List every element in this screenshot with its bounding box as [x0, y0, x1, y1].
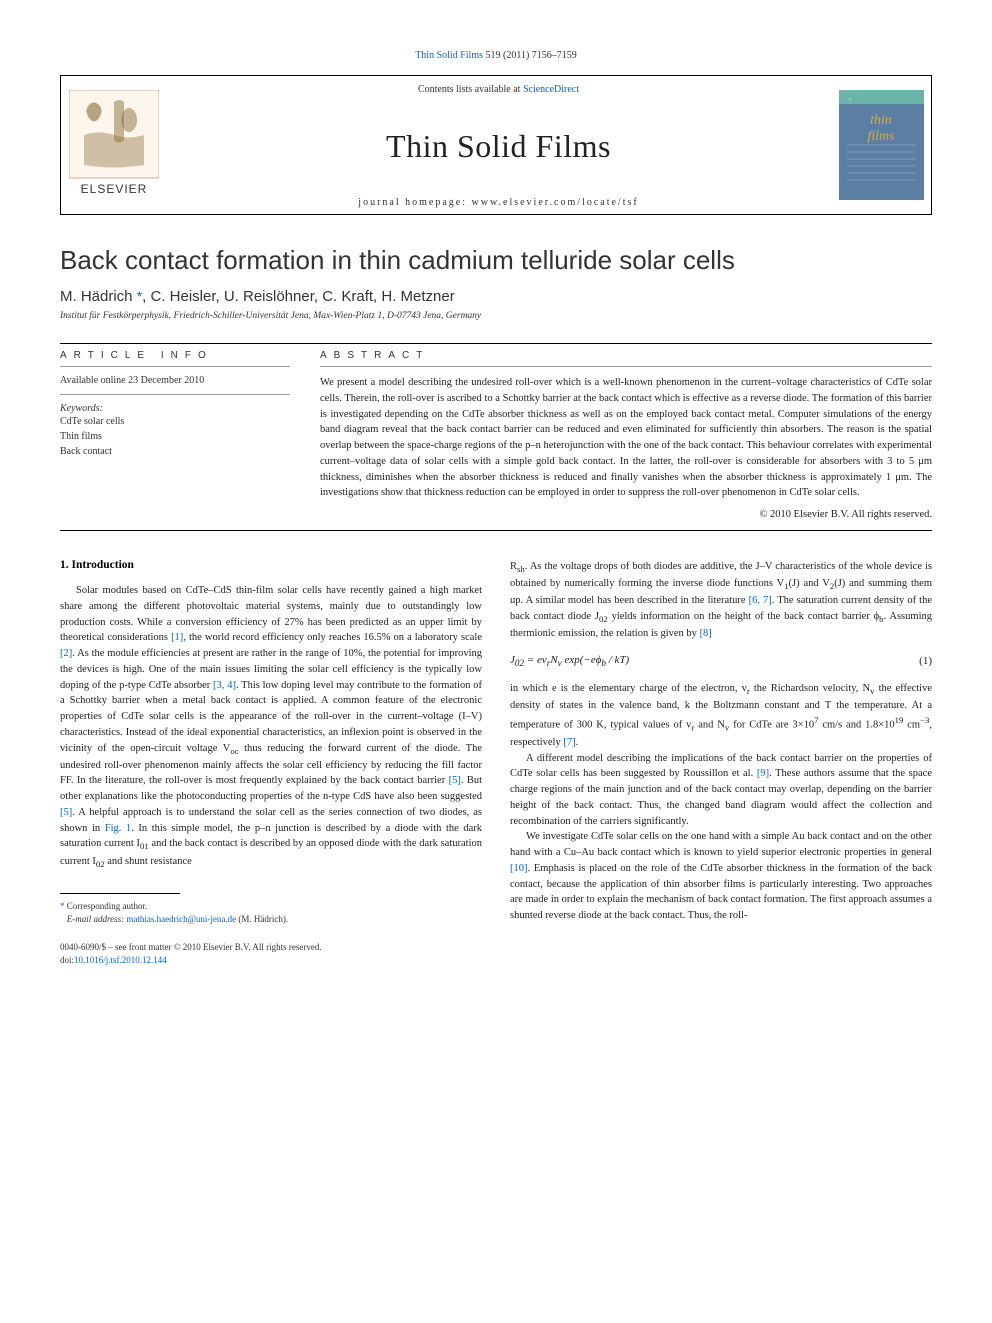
paragraph: Rsh. As the voltage drops of both diodes…	[510, 559, 932, 642]
doi-link[interactable]: 10.1016/j.tsf.2010.12.144	[74, 955, 167, 965]
keywords-list: CdTe solar cells Thin films Back contact	[60, 414, 290, 459]
footnote-divider	[60, 893, 180, 894]
keyword: Thin films	[60, 429, 290, 444]
elsevier-logo: ELSEVIER	[61, 76, 166, 214]
divider-bottom	[60, 530, 932, 531]
journal-cover-thumb: ≡ thin films	[831, 76, 931, 214]
paragraph: We investigate CdTe solar cells on the o…	[510, 829, 932, 924]
svg-text:ELSEVIER: ELSEVIER	[80, 182, 147, 196]
journal-header-link[interactable]: Thin Solid Films	[415, 50, 483, 61]
equation-row: J02 = evrNv exp(−eϕb / kT) (1)	[510, 652, 932, 671]
footnote-corresponding: * Corresponding author. E-mail address: …	[60, 900, 482, 927]
journal-header-citation: 519 (2011) 7156–7159	[486, 50, 577, 61]
paragraph: A different model describing the implica…	[510, 751, 932, 830]
star-icon: *	[60, 901, 65, 911]
keywords-label: Keywords:	[60, 403, 290, 414]
journal-header-line: Thin Solid Films 519 (2011) 7156–7159	[60, 50, 932, 61]
equation: J02 = evrNv exp(−eϕb / kT)	[510, 652, 629, 671]
sciencedirect-link[interactable]: ScienceDirect	[523, 84, 579, 95]
abstract-block: ABSTRACT We present a model describing t…	[320, 350, 932, 520]
affiliation: Institut für Festkörperphysik, Friedrich…	[60, 311, 932, 321]
abstract-header: ABSTRACT	[320, 350, 932, 361]
journal-header-box: ELSEVIER Contents lists available at Sci…	[60, 75, 932, 215]
svg-text:films: films	[867, 129, 895, 144]
abstract-text: We present a model describing the undesi…	[320, 375, 932, 501]
abstract-copyright: © 2010 Elsevier B.V. All rights reserved…	[320, 509, 932, 520]
homepage-line: journal homepage: www.elsevier.com/locat…	[358, 197, 638, 208]
authors: M. Hädrich *, C. Heisler, U. Reislöhner,…	[60, 288, 932, 305]
article-title: Back contact formation in thin cadmium t…	[60, 245, 932, 276]
body-text-block: Rsh. As the voltage drops of both diodes…	[510, 559, 932, 924]
info-divider-1	[60, 366, 290, 367]
paragraph: Solar modules based on CdTe–CdS thin-fil…	[60, 583, 482, 871]
keyword: CdTe solar cells	[60, 414, 290, 429]
contents-line: Contents lists available at ScienceDirec…	[418, 84, 579, 95]
svg-text:thin: thin	[870, 113, 892, 128]
journal-name-large: Thin Solid Films	[386, 128, 611, 165]
info-divider-2	[60, 394, 290, 395]
paragraph: in which e is the elementary charge of t…	[510, 681, 932, 750]
column-right: Rsh. As the voltage drops of both diodes…	[510, 559, 932, 968]
article-info-header: ARTICLE INFO	[60, 350, 290, 361]
email-link[interactable]: mathias.haedrich@uni-jena.de	[126, 914, 236, 924]
keyword: Back contact	[60, 444, 290, 459]
equation-number: (1)	[919, 653, 932, 670]
divider-top	[60, 343, 932, 344]
column-left: 1. Introduction Solar modules based on C…	[60, 559, 482, 968]
abstract-divider	[320, 366, 932, 367]
article-info-block: ARTICLE INFO Available online 23 Decembe…	[60, 350, 290, 520]
section-heading: 1. Introduction	[60, 559, 482, 571]
doi-block: 0040-6090/$ – see front matter © 2010 El…	[60, 941, 482, 968]
header-center: Contents lists available at ScienceDirec…	[166, 76, 831, 214]
body-text-block: Solar modules based on CdTe–CdS thin-fil…	[60, 583, 482, 871]
available-date: Available online 23 December 2010	[60, 375, 290, 386]
